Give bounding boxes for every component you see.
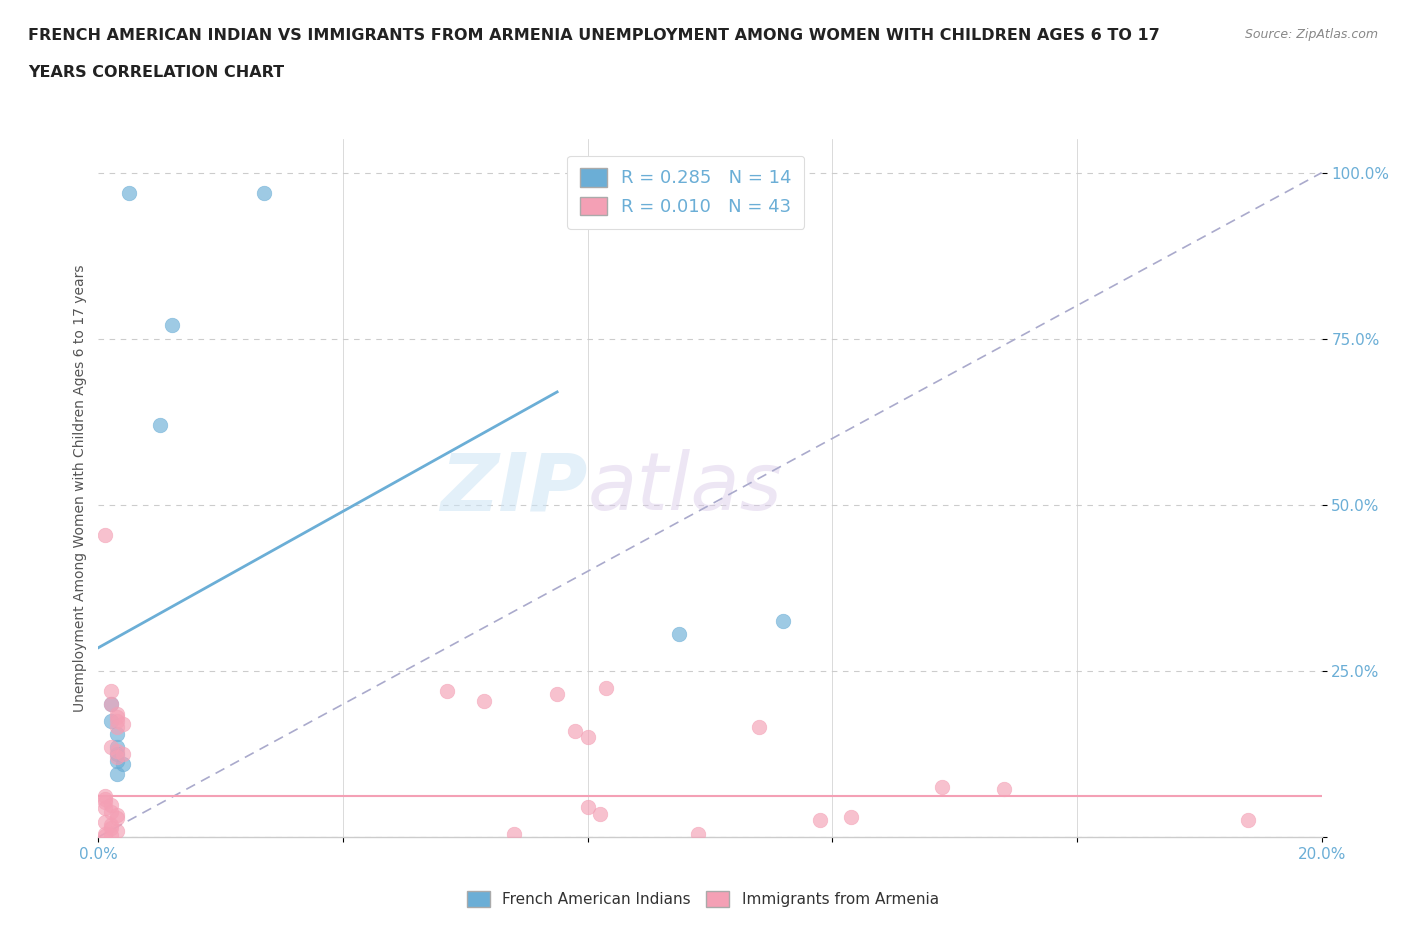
Point <box>748 720 770 735</box>
Point <box>111 756 134 771</box>
Point <box>105 740 128 755</box>
Point <box>93 815 115 830</box>
Point <box>595 680 617 695</box>
Point <box>105 824 128 839</box>
Point <box>105 710 128 724</box>
Point <box>105 811 128 826</box>
Point <box>100 697 122 711</box>
Point <box>993 782 1015 797</box>
Point <box>100 697 122 711</box>
Point <box>93 795 115 810</box>
Point <box>118 185 141 200</box>
Point <box>105 753 128 768</box>
Y-axis label: Unemployment Among Women with Children Ages 6 to 17 years: Unemployment Among Women with Children A… <box>73 264 87 712</box>
Text: atlas: atlas <box>588 449 783 527</box>
Point <box>93 527 115 542</box>
Point <box>100 740 122 755</box>
Point <box>105 726 128 741</box>
Point <box>100 821 122 836</box>
Point <box>105 713 128 728</box>
Point <box>105 707 128 722</box>
Point <box>931 779 953 794</box>
Point <box>668 627 690 642</box>
Text: ZIP: ZIP <box>440 449 588 527</box>
Text: Source: ZipAtlas.com: Source: ZipAtlas.com <box>1244 28 1378 41</box>
Point <box>105 743 128 758</box>
Point <box>93 801 115 816</box>
Legend: French American Indians, Immigrants from Armenia: French American Indians, Immigrants from… <box>461 884 945 913</box>
Point <box>160 318 183 333</box>
Point <box>772 614 794 629</box>
Point <box>100 713 122 728</box>
Point <box>503 826 526 841</box>
Point <box>93 829 115 844</box>
Point <box>149 418 172 432</box>
Point <box>105 720 128 735</box>
Point <box>839 810 862 825</box>
Point <box>93 826 115 841</box>
Point <box>589 806 612 821</box>
Text: YEARS CORRELATION CHART: YEARS CORRELATION CHART <box>28 65 284 80</box>
Point <box>105 807 128 822</box>
Point <box>546 686 568 701</box>
Point <box>100 684 122 698</box>
Text: FRENCH AMERICAN INDIAN VS IMMIGRANTS FROM ARMENIA UNEMPLOYMENT AMONG WOMEN WITH : FRENCH AMERICAN INDIAN VS IMMIGRANTS FRO… <box>28 28 1160 43</box>
Point <box>100 804 122 819</box>
Point <box>100 817 122 832</box>
Point <box>1237 813 1260 828</box>
Point <box>808 813 831 828</box>
Point <box>576 730 599 745</box>
Point <box>472 694 495 709</box>
Point <box>686 826 709 841</box>
Point <box>105 766 128 781</box>
Point <box>93 791 115 806</box>
Point <box>564 724 586 738</box>
Point <box>93 789 115 804</box>
Point <box>100 828 122 843</box>
Legend: R = 0.285   N = 14, R = 0.010   N = 43: R = 0.285 N = 14, R = 0.010 N = 43 <box>567 155 804 229</box>
Point <box>576 800 599 815</box>
Point <box>436 684 458 698</box>
Point <box>111 747 134 762</box>
Point <box>105 750 128 764</box>
Point <box>100 798 122 813</box>
Point <box>252 185 274 200</box>
Point <box>105 747 128 762</box>
Point <box>111 717 134 732</box>
